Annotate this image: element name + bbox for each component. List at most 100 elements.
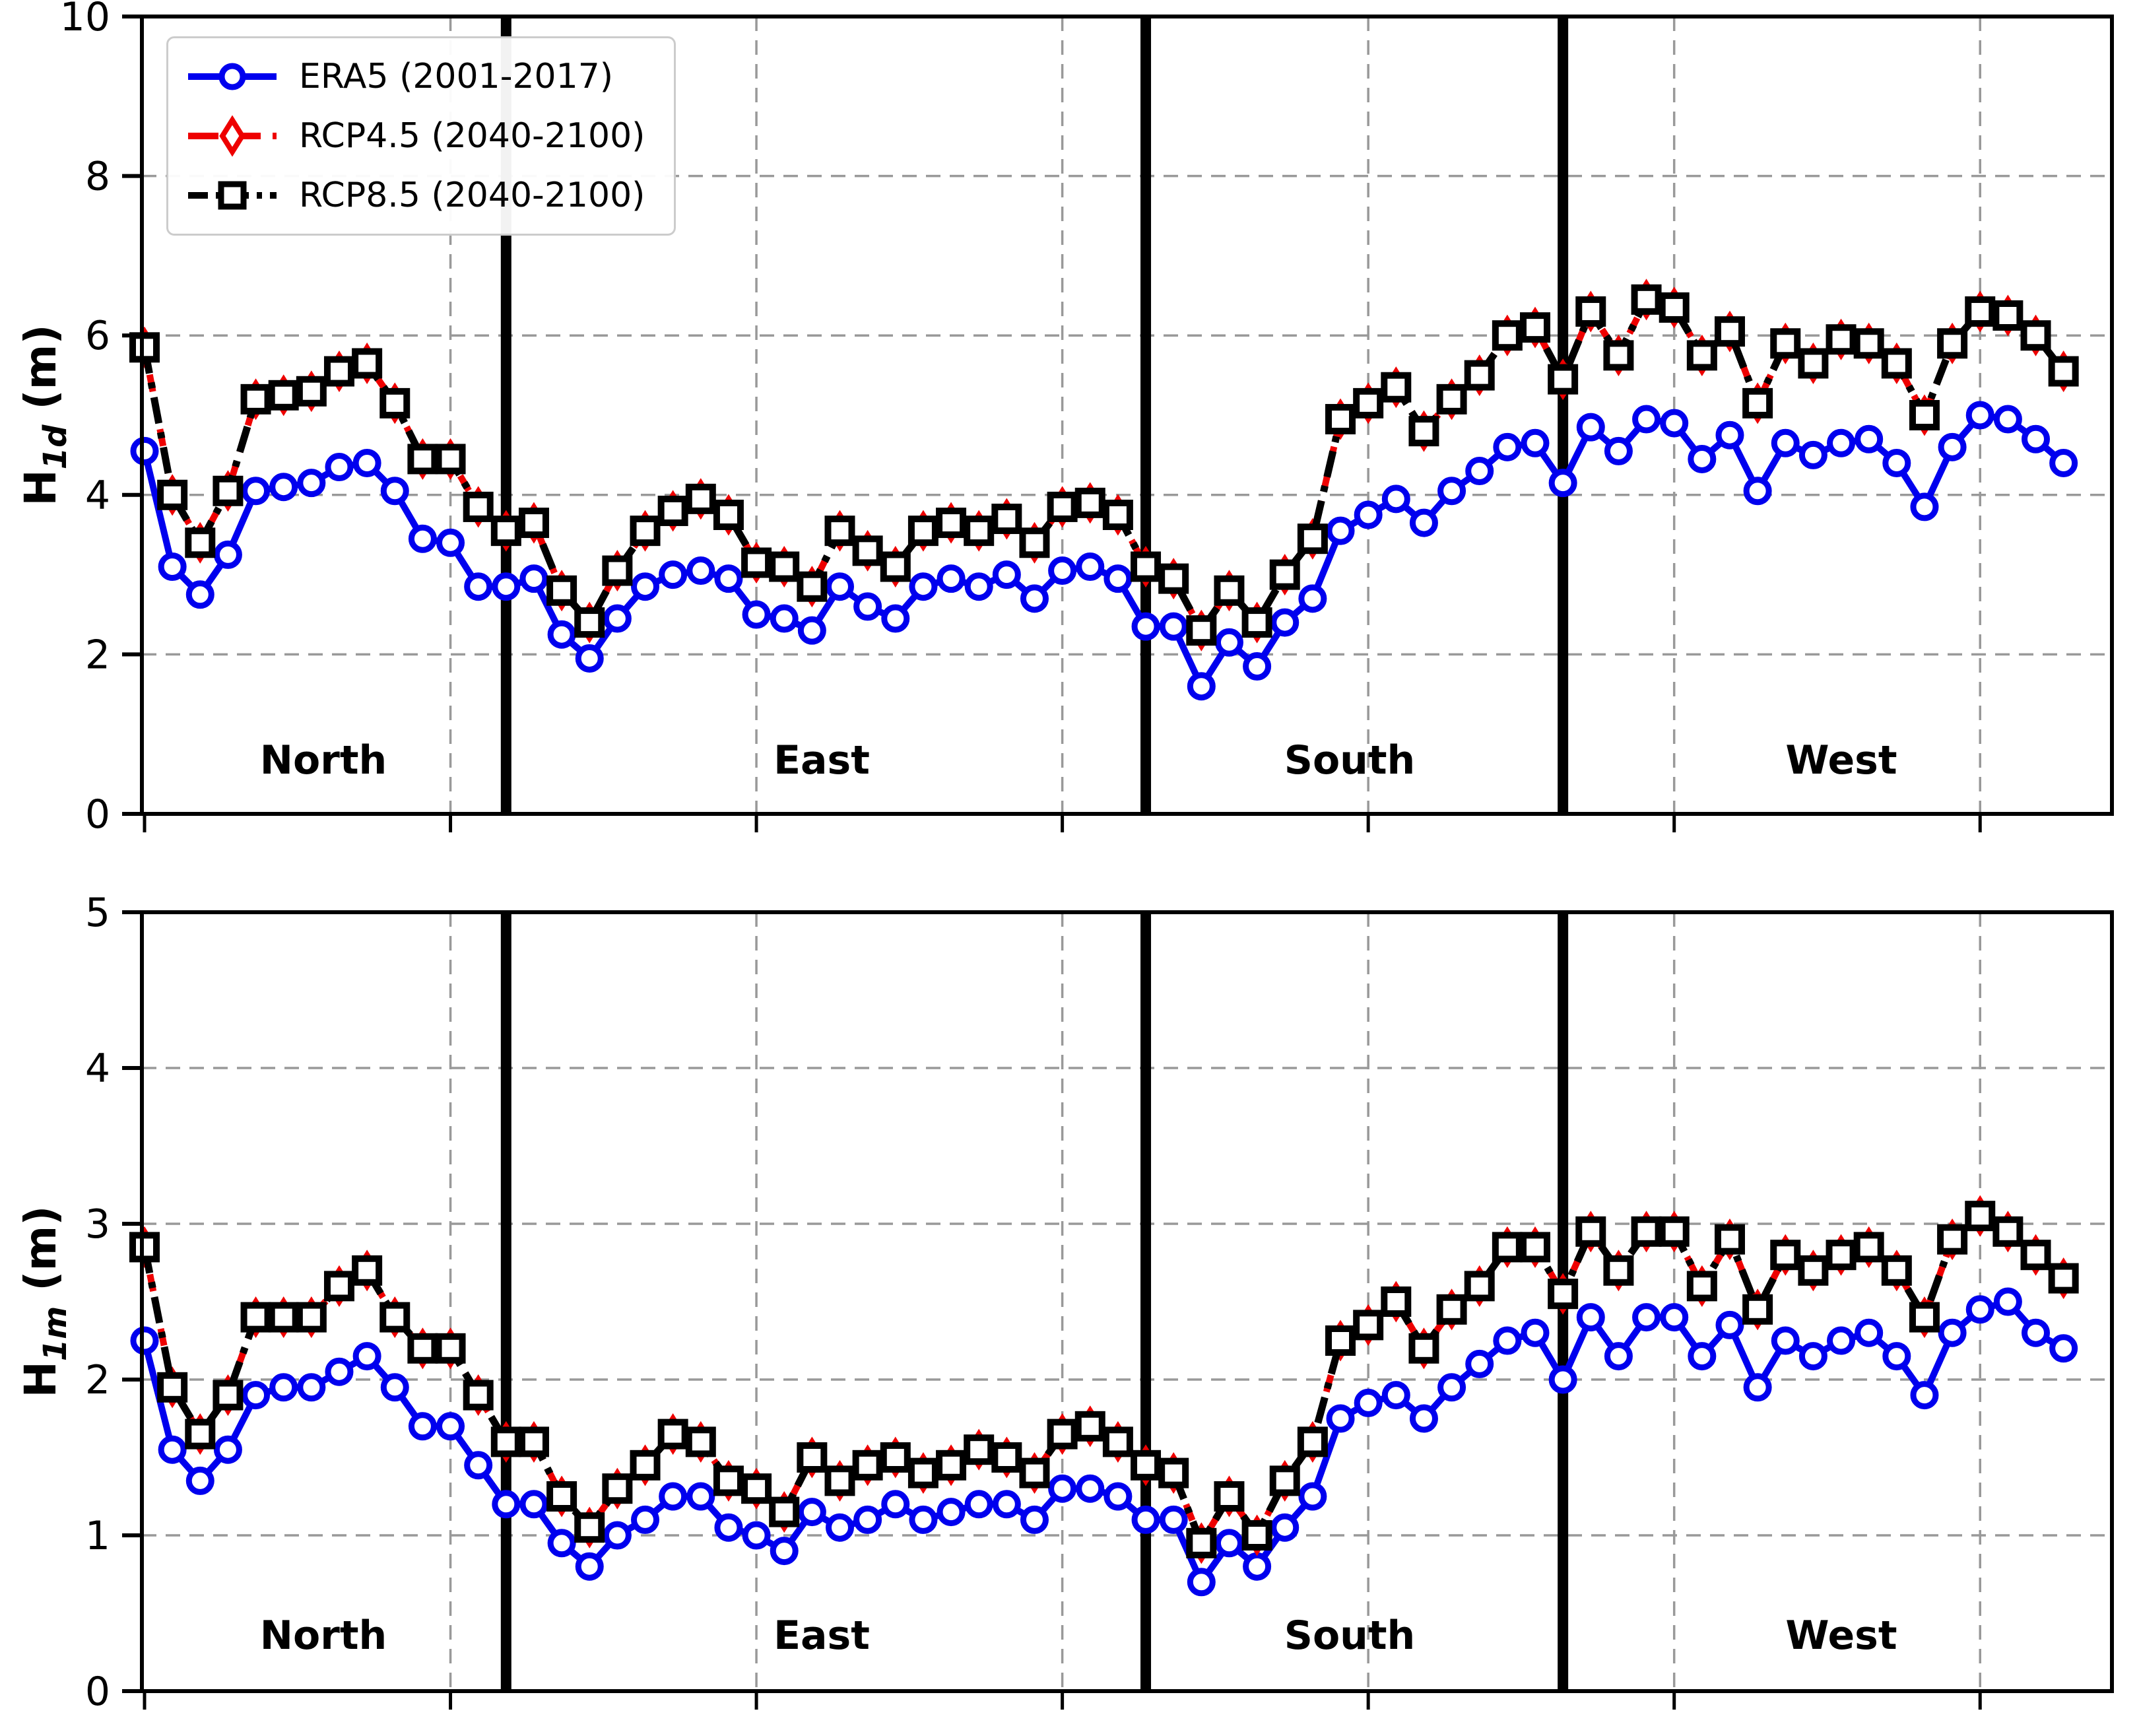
circle-marker (1354, 500, 1383, 529)
square-marker (1965, 296, 1996, 327)
square-marker (1269, 559, 1300, 590)
legend-row-era5: ERA5 (2001-2017) (183, 49, 645, 104)
circle-marker (492, 572, 521, 601)
region-label-west-top: West (1785, 737, 1897, 784)
circle-marker (185, 1466, 214, 1495)
square-marker (1492, 320, 1523, 351)
circle-marker (1771, 1326, 1800, 1355)
y-tick-label: 6 (85, 313, 110, 359)
circle-marker (881, 604, 910, 633)
legend-row-rcp85: RCP8.5 (2040-2100) (183, 168, 645, 223)
square-marker (157, 1372, 188, 1403)
series-circle (130, 1287, 2078, 1597)
square-marker (1074, 487, 1105, 518)
circle-marker (1827, 1326, 1856, 1355)
legend-label-rcp85: RCP8.5 (2040-2100) (299, 176, 645, 215)
square-marker (1548, 364, 1579, 395)
circle-marker (352, 448, 381, 477)
circle-marker (547, 1529, 576, 1558)
circle-marker (158, 552, 187, 582)
square-marker (129, 332, 160, 363)
square-marker (1742, 1294, 1773, 1325)
square-marker (797, 571, 828, 602)
square-marker (602, 555, 633, 586)
circle-marker (964, 1490, 993, 1519)
circle-marker (1938, 1318, 1967, 1347)
square-marker (1408, 1333, 1439, 1364)
circle-marker (937, 1498, 966, 1527)
square-marker (1047, 1419, 1078, 1450)
circle-marker (1604, 1342, 1633, 1371)
circle-marker (1243, 652, 1272, 681)
circle-marker (1715, 420, 1744, 450)
circle-marker (1827, 428, 1856, 457)
circle-marker (770, 604, 799, 633)
circle-marker (964, 572, 993, 601)
circle-marker (547, 620, 576, 649)
square-marker (2020, 1240, 2051, 1271)
region-label-north-top: North (259, 737, 387, 784)
square-marker (1798, 348, 1829, 379)
circle-marker (1882, 448, 1911, 477)
circle-marker (1938, 432, 1967, 461)
circle-marker (408, 524, 437, 553)
square-marker (769, 1496, 800, 1527)
square-marker (1631, 1216, 1662, 1247)
square-marker (1826, 1240, 1857, 1271)
square-marker (991, 1442, 1022, 1473)
circle-marker (1465, 457, 1494, 486)
circle-marker (1993, 1287, 2022, 1316)
square-marker (1131, 1450, 1162, 1481)
square-marker (1074, 1411, 1105, 1442)
square-marker (852, 535, 883, 566)
square-marker (1826, 324, 1857, 355)
circle-marker (1214, 1529, 1243, 1558)
square-marker (1714, 1224, 1745, 1255)
circle-marker (937, 564, 966, 593)
square-marker (1436, 384, 1467, 415)
square-marker (379, 387, 411, 418)
circle-marker (352, 1342, 381, 1371)
circle-marker (686, 556, 715, 585)
circle-marker (325, 453, 354, 482)
y-tick-label: 8 (85, 154, 110, 200)
circle-marker (1688, 1342, 1717, 1371)
circle-marker (1604, 436, 1633, 465)
circle-marker (1743, 1373, 1772, 1402)
circle-marker (1855, 424, 1884, 453)
square-marker (185, 527, 216, 558)
circle-marker (1910, 1381, 1939, 1410)
square-marker (1603, 340, 1634, 371)
square-marker (657, 1419, 688, 1450)
circle-marker (603, 1521, 632, 1550)
circle-marker (269, 1373, 298, 1402)
rcp45-line-sample-icon (188, 115, 277, 157)
y-tick-label: 2 (85, 632, 110, 678)
square-marker (1297, 523, 1328, 554)
circle-marker (408, 1412, 437, 1441)
square-marker (1381, 1286, 1412, 1317)
square-marker (1297, 1426, 1328, 1457)
series-line (141, 1298, 2066, 1589)
region-label-east-bottom: East (773, 1613, 870, 1659)
square-marker (1659, 1216, 1690, 1247)
circle-marker (1409, 1404, 1438, 1433)
circle-marker (436, 528, 465, 557)
square-marker (657, 495, 688, 526)
legend-label-rcp45: RCP4.5 (2040-2100) (299, 116, 645, 156)
circle-marker (269, 473, 298, 502)
circle-marker (2049, 448, 2078, 477)
circle-marker (853, 1505, 882, 1534)
circle-marker (325, 1357, 354, 1386)
circle-marker (1993, 405, 2022, 434)
circle-marker (242, 1381, 271, 1410)
legend-label-era5: ERA5 (2001-2017) (299, 57, 614, 96)
square-marker (1798, 1255, 1829, 1286)
square-marker (268, 1302, 299, 1333)
circle-marker (297, 1373, 326, 1402)
circle-marker (2022, 1318, 2051, 1347)
square-marker (574, 1512, 605, 1543)
square-marker (296, 1302, 327, 1333)
circle-marker (1103, 1482, 1133, 1511)
circle-marker (380, 1373, 409, 1402)
